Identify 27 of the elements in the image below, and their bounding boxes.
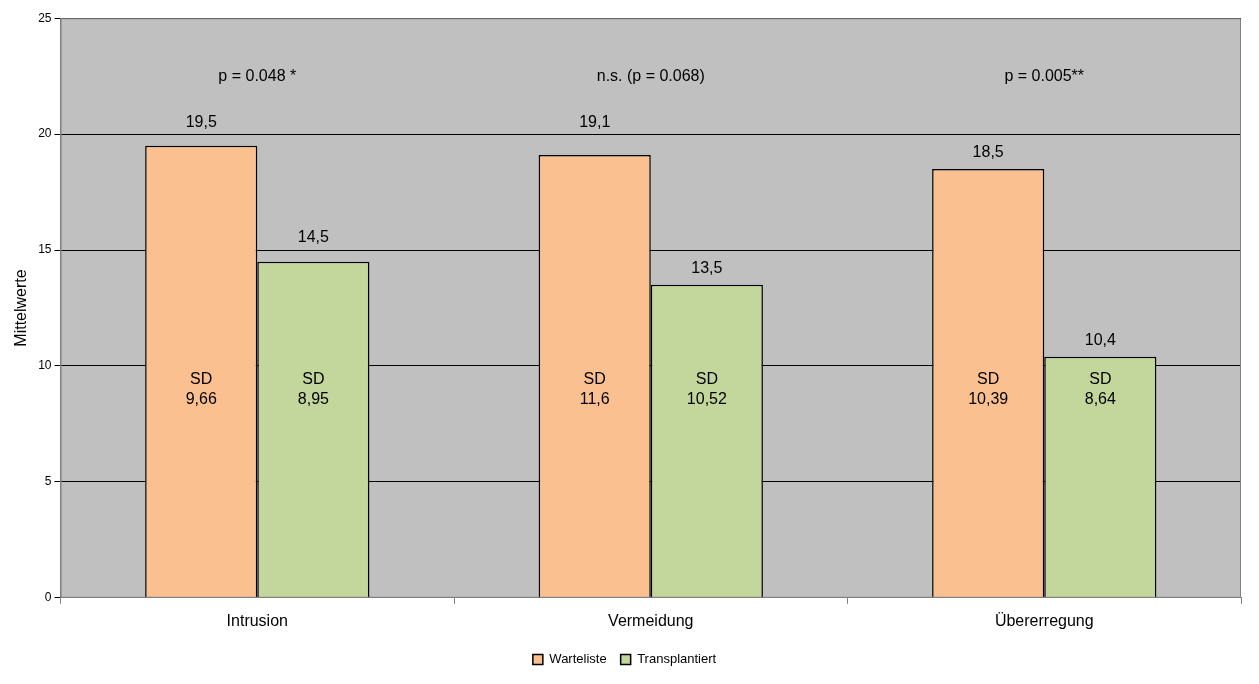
legend-label: Transplantiert <box>637 651 717 667</box>
annotation: SD 8,95 <box>297 369 330 407</box>
annotation: p = 0.048 * <box>218 66 297 84</box>
data-label: 18,5 <box>972 143 1004 161</box>
annotation: SD 8,64 <box>1084 369 1116 407</box>
y-tick-label: 25 <box>38 10 52 25</box>
annotation: SD 10,52 <box>686 369 727 407</box>
y-tick-label: 15 <box>38 242 52 257</box>
data-label: 19,5 <box>185 112 217 130</box>
y-tick-label: 0 <box>44 590 52 605</box>
x-tick-label: Übererregung <box>994 611 1094 629</box>
y-axis-title: Mittelwerte <box>12 269 30 347</box>
data-label: 10,4 <box>1084 331 1116 349</box>
y-tick-label: 5 <box>44 474 52 489</box>
x-tick-label: Vermeidung <box>608 611 694 629</box>
data-label: 13,5 <box>691 259 723 277</box>
annotation: SD 9,66 <box>185 369 217 407</box>
data-label: 19,1 <box>579 112 611 130</box>
annotation: n.s. (p = 0.068) <box>596 66 705 84</box>
data-label: 14,5 <box>297 228 330 246</box>
y-tick-label: 10 <box>38 358 52 373</box>
x-tick-label: Intrusion <box>226 611 288 629</box>
annotation: SD 10,39 <box>968 369 1009 407</box>
y-tick-label: 20 <box>38 126 52 141</box>
annotation: SD 11,6 <box>579 369 610 407</box>
annotation: p = 0.005** <box>1004 66 1085 84</box>
legend-label: Warteliste <box>549 651 607 667</box>
